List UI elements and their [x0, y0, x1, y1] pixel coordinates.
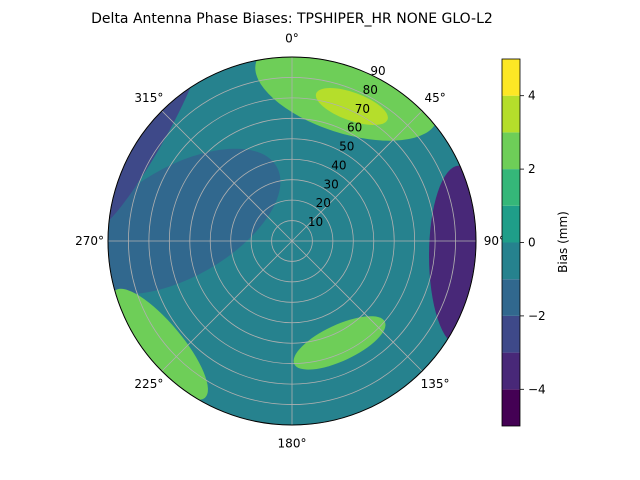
angle-label: 315° — [134, 91, 163, 105]
colorbar-tick-label: 2 — [528, 162, 536, 176]
colorbar-ticks: −4 −2 0 2 4 — [520, 89, 546, 396]
radial-label: 40 — [331, 158, 346, 172]
angle-label: 0° — [285, 32, 299, 46]
colorbar: −4 −2 0 2 4 Bias (mm) — [501, 58, 570, 427]
radial-label: 60 — [347, 121, 362, 135]
polar-grid — [107, 56, 477, 426]
colorbar-band — [502, 95, 520, 133]
angle-label: 180° — [278, 436, 307, 450]
grid-spoke — [161, 110, 293, 242]
radial-label: 90 — [370, 64, 385, 78]
radial-label: 70 — [355, 102, 370, 116]
chart-title: Delta Antenna Phase Biases: TPSHIPER_HR … — [91, 11, 493, 27]
angle-label: 90° — [484, 234, 505, 248]
angle-label: 270° — [75, 234, 104, 248]
radial-label: 50 — [339, 140, 354, 154]
grid-spoke — [291, 240, 423, 372]
colorbar-band — [502, 59, 520, 96]
colorbar-band — [502, 169, 520, 206]
colorbar-band — [502, 315, 520, 353]
colorbar-tick-label: 4 — [528, 89, 536, 103]
grid-spoke — [161, 240, 293, 372]
radial-label: 20 — [316, 196, 331, 210]
grid-spoke — [291, 110, 423, 242]
colorbar-band — [502, 242, 520, 280]
contour-field — [108, 57, 476, 425]
colorbar-band — [502, 132, 520, 170]
colorbar-band — [502, 352, 520, 390]
polar-outline — [107, 56, 477, 426]
angle-label: 45° — [424, 91, 445, 105]
radial-label: 30 — [323, 177, 338, 191]
radial-label: 10 — [308, 215, 323, 229]
colorbar-tick-label: −2 — [528, 309, 546, 323]
angle-labels: 0° 45° 90° 135° 180° 225° 270° 315° — [75, 32, 505, 451]
contour-low-lobe-west — [108, 148, 281, 295]
angle-label: 135° — [421, 377, 450, 391]
colorbar-tick-label: 0 — [528, 236, 536, 250]
colorbar-band — [502, 389, 520, 426]
radial-label: 80 — [363, 83, 378, 97]
colorbar-bands — [502, 59, 520, 426]
colorbar-band — [502, 279, 520, 316]
colorbar-band — [502, 205, 520, 243]
contour-high-patch-southwest — [111, 288, 208, 400]
angle-label: 225° — [134, 377, 163, 391]
contour-high-spot-north-northeast — [315, 88, 388, 126]
colorbar-tick-label: −4 — [528, 382, 546, 396]
contour-high-patch-south-southeast — [293, 316, 386, 370]
colorbar-label: Bias (mm) — [556, 211, 570, 273]
radial-labels: 10 20 30 40 50 60 70 80 90 — [308, 64, 386, 229]
